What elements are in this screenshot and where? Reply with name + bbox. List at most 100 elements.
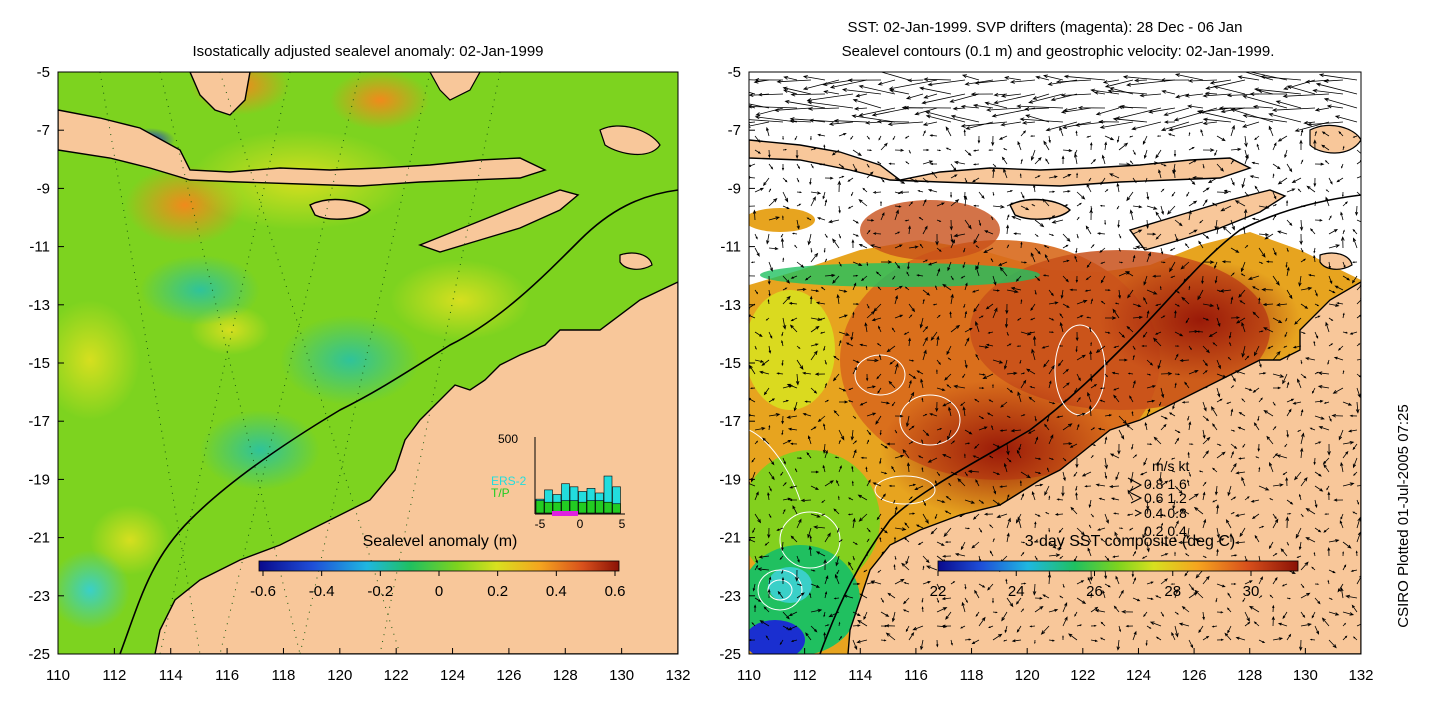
velocity-arrow [843, 594, 854, 599]
velocity-arrow [1042, 274, 1050, 277]
velocity-arrow [1269, 594, 1274, 599]
velocity-arrow [782, 497, 792, 501]
velocity-arrow [1160, 261, 1166, 264]
velocity-arrow [1160, 205, 1164, 215]
velocity-arrow [908, 373, 917, 379]
velocity-arrow [1146, 191, 1150, 201]
inset-bar-tp [603, 501, 613, 514]
velocity-arrow [1062, 471, 1066, 482]
velocity-arrow [1220, 205, 1232, 212]
velocity-arrow [1017, 140, 1022, 151]
velocity-arrow [1095, 107, 1120, 116]
velocity-arrow [1048, 364, 1055, 375]
right-panel-title-line2: Sealevel contours (0.1 m) and geostrophi… [842, 43, 1275, 60]
velocity-arrow [1258, 233, 1270, 237]
velocity-arrow [964, 638, 972, 641]
velocity-arrow [1202, 317, 1210, 321]
y-tick-label: -5 [728, 64, 741, 81]
velocity-arrow [782, 625, 790, 630]
velocity-arrow [1300, 592, 1311, 599]
velocity-arrow [802, 79, 840, 91]
velocity-arrow [1272, 401, 1276, 406]
velocity-arrow [1185, 553, 1190, 557]
velocity-arrow [866, 429, 872, 436]
velocity-arrow [1258, 595, 1263, 599]
velocity-arrow [1208, 331, 1218, 338]
velocity-arrow [1285, 476, 1289, 487]
velocity-arrow [1216, 504, 1220, 515]
velocity-arrow [1300, 258, 1307, 263]
velocity-arrow [749, 91, 756, 95]
velocity-arrow [1152, 274, 1162, 278]
velocity-arrow [1062, 244, 1069, 249]
x-tick-label: 130 [1293, 667, 1318, 684]
velocity-arrow [1020, 205, 1030, 211]
velocity-arrow [1087, 576, 1092, 585]
velocity-arrow [768, 289, 771, 297]
velocity-arrow [852, 449, 857, 459]
velocity-arrow [1143, 296, 1148, 305]
velocity-arrow [962, 261, 966, 269]
velocity-arrow [1131, 443, 1134, 450]
velocity-arrow [880, 611, 890, 617]
velocity-arrow [894, 261, 901, 269]
inset-bar-tp [544, 501, 553, 514]
velocity-arrow [1088, 404, 1093, 417]
velocity-arrow [1048, 495, 1051, 501]
velocity-arrow [919, 317, 924, 329]
velocity-arrow [945, 495, 952, 501]
velocity-arrow [1314, 331, 1319, 339]
velocity-arrow [989, 550, 994, 557]
velocity-arrow [921, 466, 924, 473]
velocity-arrow [1283, 345, 1288, 348]
velocity-arrow [1272, 513, 1277, 520]
velocity-arrow [782, 135, 784, 141]
velocity-arrow [936, 387, 946, 391]
velocity-arrow [1334, 115, 1358, 123]
velocity-arrow [1099, 204, 1106, 207]
velocity-arrow [1034, 457, 1042, 460]
y-tick-label: -25 [28, 646, 50, 663]
velocity-arrow [1328, 317, 1334, 321]
velocity-arrow [1060, 93, 1092, 98]
velocity-arrow [1225, 519, 1232, 529]
velocity-arrow [755, 107, 784, 116]
velocity-arrow [1090, 205, 1093, 211]
velocity-arrow [1020, 130, 1027, 137]
velocity-arrow [781, 415, 785, 425]
velocity-arrow [1328, 415, 1332, 422]
velocity-arrow [964, 597, 968, 604]
velocity-arrow [810, 350, 818, 361]
velocity-arrow [1340, 236, 1345, 249]
velocity-arrow [754, 331, 763, 337]
velocity-arrow [1104, 373, 1109, 378]
velocity-arrow [1116, 182, 1120, 193]
velocity-arrow [1235, 317, 1246, 324]
velocity-arrow [1300, 513, 1304, 518]
velocity-arrow [961, 601, 966, 613]
velocity-arrow [1107, 89, 1148, 95]
velocity-arrow [847, 205, 854, 209]
velocity-arrow [1131, 121, 1162, 131]
velocity-arrow [1104, 219, 1107, 226]
velocity-arrow [894, 148, 905, 152]
velocity-arrow [1286, 633, 1292, 641]
colorbar-tick-label: 0.6 [605, 583, 626, 600]
velocity-arrow [1272, 350, 1281, 361]
velocity-arrow [754, 440, 759, 445]
velocity-arrow [1256, 143, 1260, 151]
velocity-arrow [935, 401, 939, 413]
velocity-arrow [991, 425, 994, 431]
velocity-arrow [810, 196, 816, 207]
velocity-arrow [878, 135, 882, 141]
velocity-arrow [1187, 479, 1190, 487]
velocity-arrow [1229, 532, 1233, 542]
velocity-arrow [1127, 372, 1134, 375]
velocity-arrow [967, 469, 980, 474]
velocity-arrow [950, 191, 953, 198]
velocity-arrow [796, 345, 801, 350]
velocity-arrow [1020, 158, 1023, 165]
right-panel-title-line1: SST: 02-Jan-1999. SVP drifters (magenta)… [848, 19, 1243, 36]
velocity-arrow [1160, 247, 1164, 255]
velocity-arrow [863, 569, 868, 573]
